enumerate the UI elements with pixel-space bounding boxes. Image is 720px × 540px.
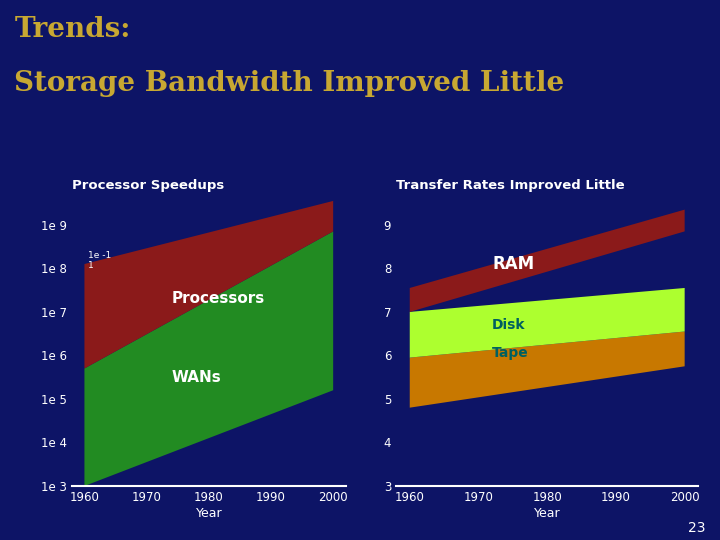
X-axis label: Year: Year xyxy=(534,507,560,519)
Text: 1e -1
1: 1e -1 1 xyxy=(88,251,111,270)
Polygon shape xyxy=(410,332,685,408)
Polygon shape xyxy=(410,288,685,357)
Text: RAM: RAM xyxy=(492,255,534,273)
Text: 23: 23 xyxy=(688,521,706,535)
Text: Processors: Processors xyxy=(171,292,265,306)
Text: Trends:: Trends: xyxy=(14,16,131,43)
Text: Disk: Disk xyxy=(492,318,526,332)
Text: Storage Bandwidth Improved Little: Storage Bandwidth Improved Little xyxy=(14,70,564,97)
Text: Transfer Rates Improved Little: Transfer Rates Improved Little xyxy=(396,179,625,192)
Polygon shape xyxy=(84,201,333,368)
Text: Tape: Tape xyxy=(492,346,529,360)
Polygon shape xyxy=(84,232,333,486)
Text: Processor Speedups: Processor Speedups xyxy=(72,179,224,192)
Polygon shape xyxy=(410,210,685,312)
X-axis label: Year: Year xyxy=(196,507,222,519)
Text: WANs: WANs xyxy=(171,370,221,384)
